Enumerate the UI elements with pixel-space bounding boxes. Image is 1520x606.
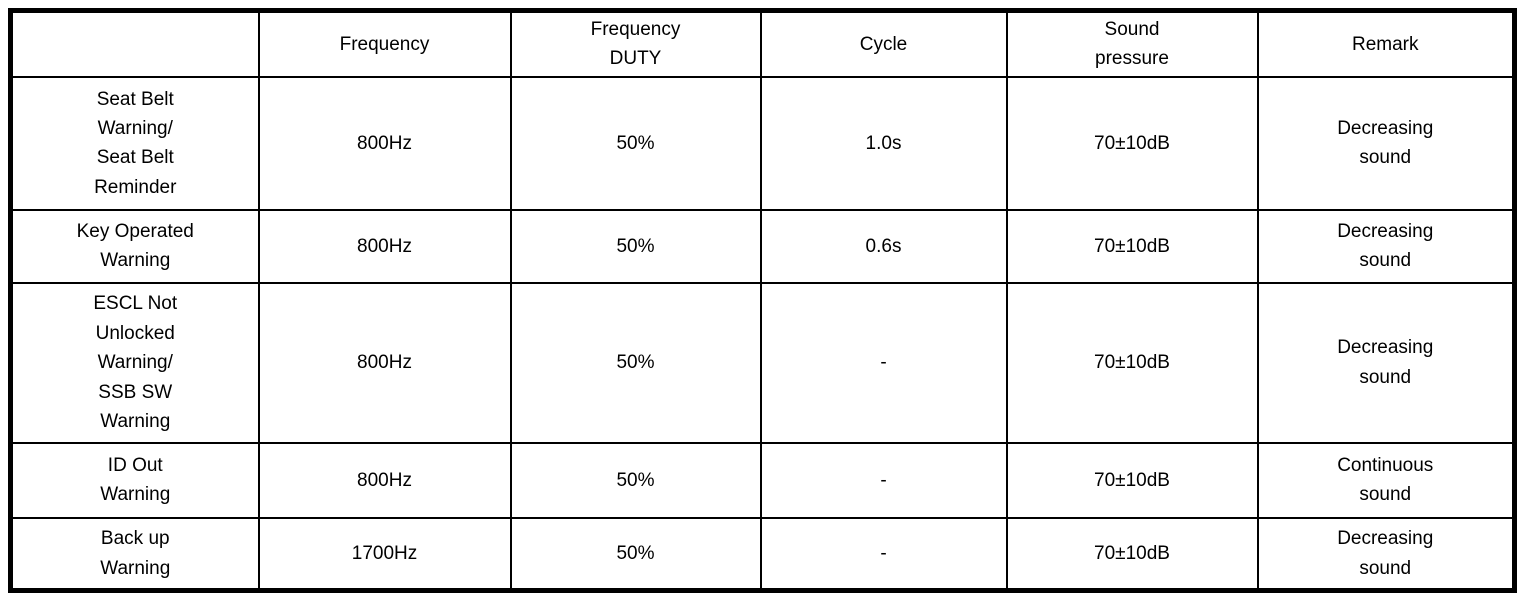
cell-sound-pressure: 70±10dB (1005, 281, 1259, 444)
cell-frequency: 800Hz (257, 208, 512, 284)
cell-frequency-duty: 50% (509, 208, 762, 284)
col-header-frequency: Frequency (257, 9, 512, 78)
table-row-id-out-warning: ID Out Warning 800Hz 50% - 70±10dB Conti… (9, 441, 1516, 519)
cell-remark: Decreasing sound (1256, 208, 1516, 284)
cell-cycle: - (759, 516, 1008, 592)
cell-frequency: 1700Hz (257, 516, 512, 592)
table-row-key-operated-warning: Key Operated Warning 800Hz 50% 0.6s 70±1… (9, 208, 1516, 284)
cell-frequency-duty: 50% (509, 75, 762, 211)
table-row-seat-belt-warning: Seat Belt Warning/ Seat Belt Reminder 80… (9, 75, 1516, 211)
table-row-back-up-warning: Back up Warning 1700Hz 50% - 70±10dB Dec… (9, 516, 1516, 592)
table-header-row: Frequency Frequency DUTY Cycle Sound pre… (9, 9, 1516, 78)
cell-frequency: 800Hz (257, 75, 512, 211)
col-header-cycle: Cycle (759, 9, 1008, 78)
cell-frequency: 800Hz (257, 441, 512, 519)
cell-cycle: - (759, 281, 1008, 444)
cell-frequency-duty: 50% (509, 281, 762, 444)
cell-warning-name: Back up Warning (9, 516, 260, 592)
cell-sound-pressure: 70±10dB (1005, 75, 1259, 211)
cell-sound-pressure: 70±10dB (1005, 441, 1259, 519)
cell-frequency: 800Hz (257, 281, 512, 444)
col-header-frequency-duty: Frequency DUTY (509, 9, 762, 78)
cell-warning-name: ESCL Not Unlocked Warning/ SSB SW Warnin… (9, 281, 260, 444)
cell-warning-name: Seat Belt Warning/ Seat Belt Reminder (9, 75, 260, 211)
cell-cycle: 1.0s (759, 75, 1008, 211)
cell-remark: Decreasing sound (1256, 516, 1516, 592)
warning-buzzer-spec-table: Frequency Frequency DUTY Cycle Sound pre… (8, 8, 1517, 594)
cell-sound-pressure: 70±10dB (1005, 516, 1259, 592)
table-row-escl-not-unlocked-warning: ESCL Not Unlocked Warning/ SSB SW Warnin… (9, 281, 1516, 444)
cell-warning-name: ID Out Warning (9, 441, 260, 519)
cell-cycle: 0.6s (759, 208, 1008, 284)
cell-frequency-duty: 50% (509, 516, 762, 592)
col-header-sound-pressure: Sound pressure (1005, 9, 1259, 78)
cell-remark: Decreasing sound (1256, 281, 1516, 444)
col-header-warning-name (9, 9, 260, 78)
cell-remark: Decreasing sound (1256, 75, 1516, 211)
cell-warning-name: Key Operated Warning (9, 208, 260, 284)
col-header-remark: Remark (1256, 9, 1516, 78)
cell-remark: Continuous sound (1256, 441, 1516, 519)
cell-cycle: - (759, 441, 1008, 519)
cell-frequency-duty: 50% (509, 441, 762, 519)
cell-sound-pressure: 70±10dB (1005, 208, 1259, 284)
